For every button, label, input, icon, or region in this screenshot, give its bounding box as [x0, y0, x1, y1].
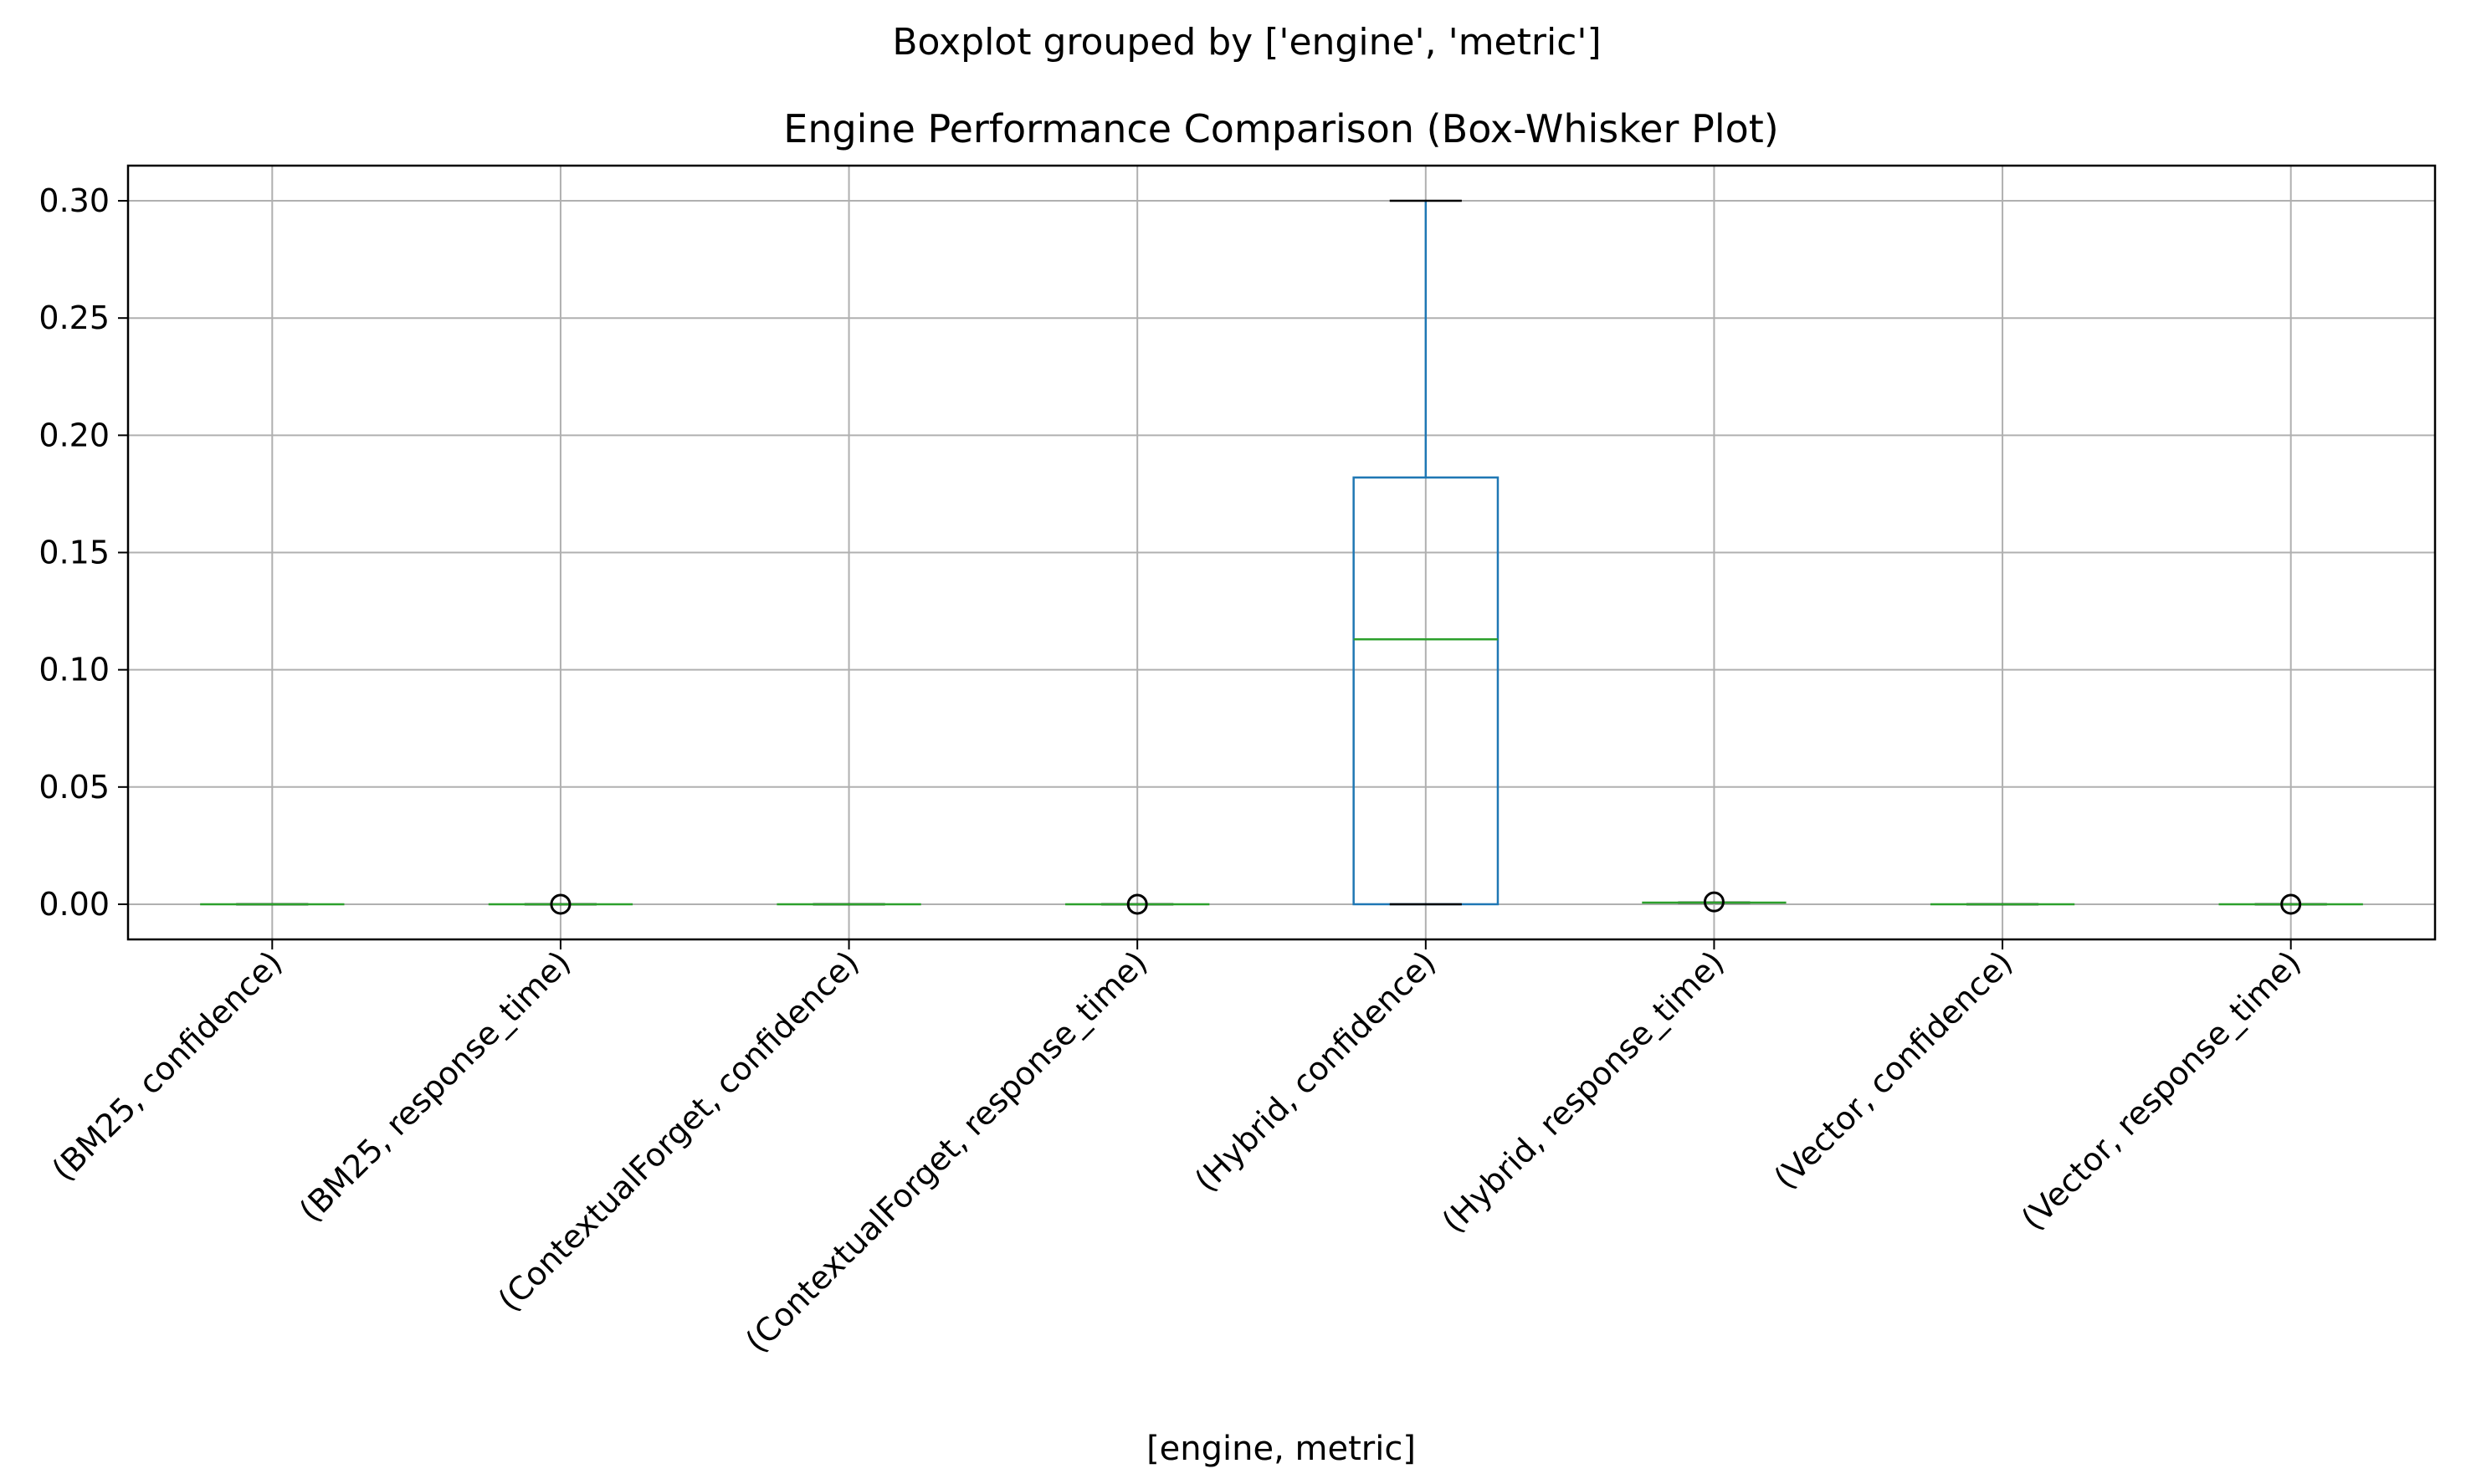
y-tick-label: 0.10 [38, 652, 110, 688]
figure-suptitle: Boxplot grouped by ['engine', 'metric'] [892, 21, 1601, 64]
y-axis-ticks: 0.00 0.05 0.10 0.15 0.20 0.25 0.30 [38, 182, 128, 923]
y-tick-label: 0.25 [38, 299, 110, 336]
y-tick-label: 0.20 [38, 417, 110, 453]
flier-point [1703, 891, 1725, 913]
flier-point [2280, 893, 2302, 915]
y-tick-label: 0.00 [38, 886, 110, 923]
flier-point [550, 893, 572, 915]
box-group [2218, 893, 2363, 915]
chart-title: Engine Performance Comparison (Box-Whisk… [783, 106, 1779, 151]
y-tick-label: 0.05 [38, 769, 110, 806]
flier-point [1126, 893, 1148, 915]
plot-area-frame [126, 164, 2437, 941]
y-tick-label: 0.15 [38, 535, 110, 571]
box-group [488, 893, 633, 915]
box-group [1065, 893, 1210, 915]
box-series [200, 199, 2363, 915]
box-group [1352, 199, 1500, 906]
x-axis-label: [engine, metric] [1146, 1430, 1416, 1468]
box-group [1642, 891, 1787, 913]
y-tick-label: 0.30 [38, 182, 110, 219]
